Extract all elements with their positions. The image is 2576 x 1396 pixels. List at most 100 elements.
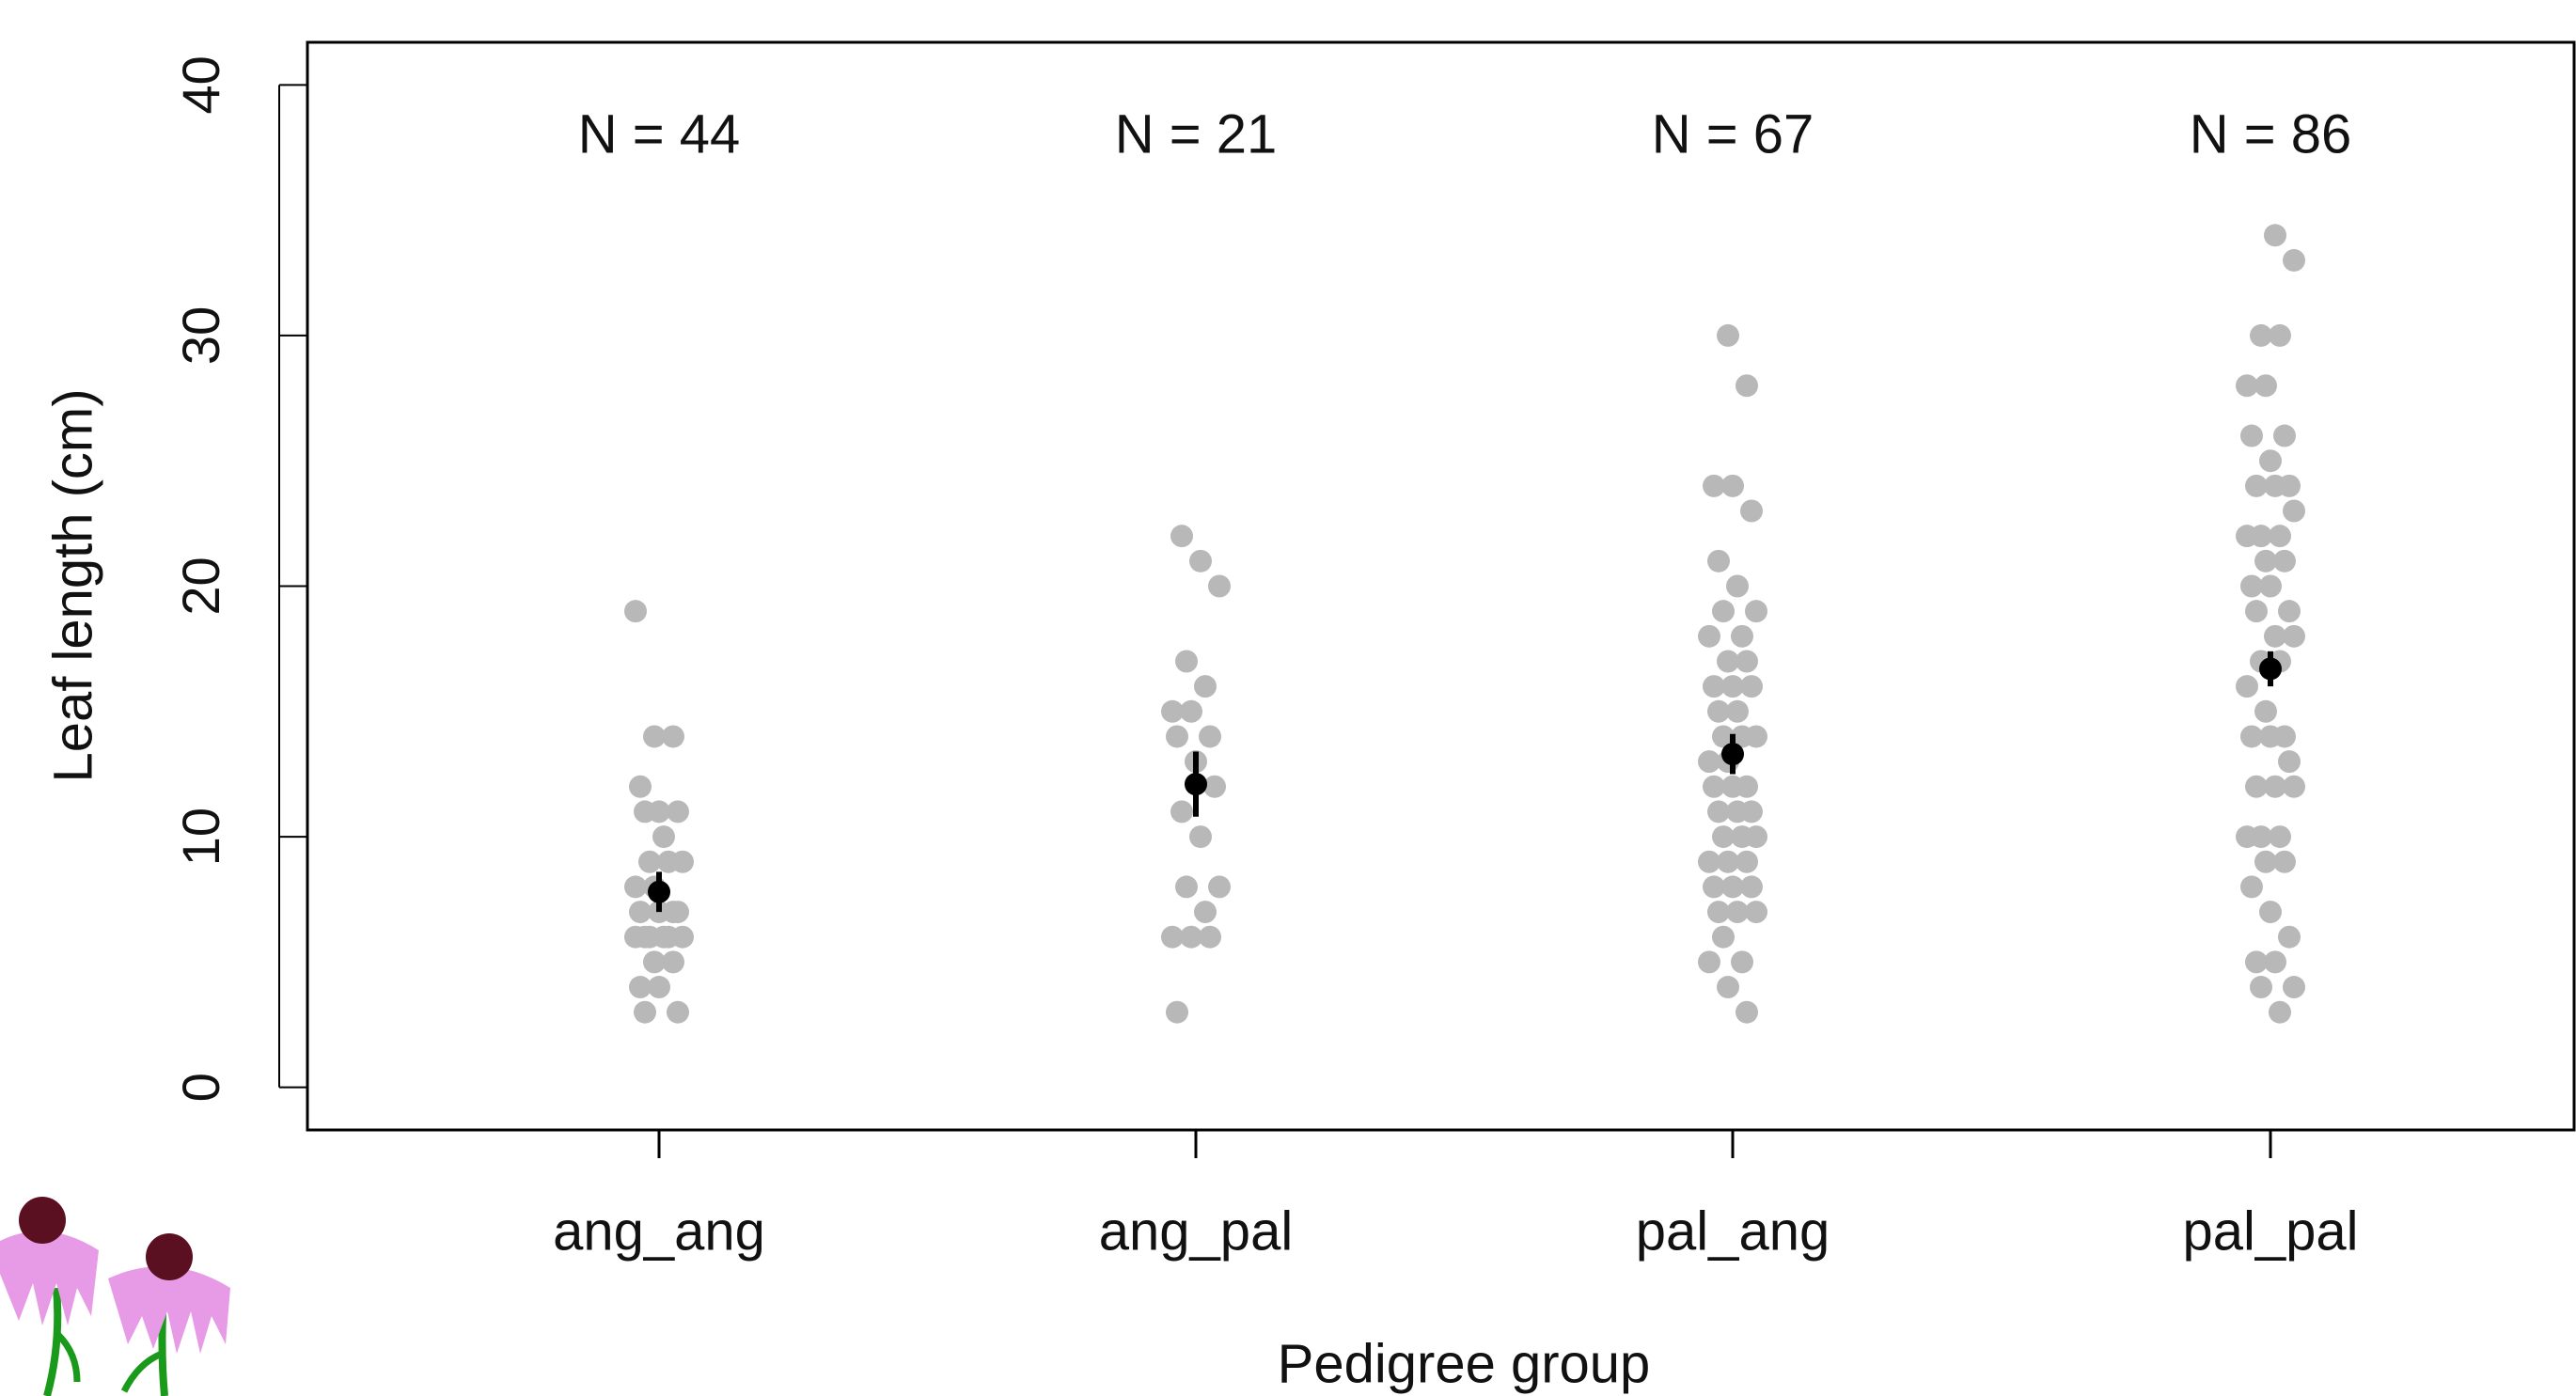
- y-tick-label: 40: [171, 55, 230, 114]
- data-point: [2283, 976, 2305, 999]
- data-point: [643, 950, 666, 974]
- data-point: [2236, 374, 2258, 398]
- data-point: [2264, 474, 2286, 497]
- x-tick-label: ang_pal: [1099, 1200, 1293, 1262]
- data-point: [1736, 1000, 1758, 1024]
- data-point: [1208, 875, 1231, 899]
- data-point: [2259, 901, 2282, 924]
- y-tick-label: 0: [171, 1073, 230, 1102]
- mean-point: [648, 880, 670, 903]
- data-point: [2245, 775, 2268, 798]
- data-point: [1175, 650, 1198, 673]
- data-point: [2254, 374, 2277, 398]
- data-point: [2269, 323, 2291, 347]
- data-point: [667, 1000, 689, 1024]
- data-point: [1161, 699, 1184, 723]
- data-point: [1194, 675, 1217, 698]
- data-point: [657, 925, 680, 949]
- data-point: [1745, 901, 1767, 924]
- data-point: [1707, 549, 1730, 573]
- data-point: [629, 775, 652, 798]
- y-axis-label: Leaf length (cm): [42, 388, 103, 782]
- data-point: [2283, 775, 2305, 798]
- data-point: [1740, 675, 1763, 698]
- data-point: [2264, 775, 2286, 798]
- data-point: [1717, 850, 1739, 873]
- data-point: [1721, 875, 1744, 899]
- data-point: [1703, 675, 1725, 698]
- data-point: [2278, 600, 2301, 623]
- data-point: [2283, 499, 2305, 523]
- data-point: [1726, 699, 1749, 723]
- data-point: [2283, 624, 2305, 648]
- data-point: [2269, 525, 2291, 548]
- data-point: [2240, 424, 2263, 447]
- data-point: [1721, 775, 1744, 798]
- n-annotation: N = 44: [578, 103, 741, 165]
- data-point: [2254, 699, 2277, 723]
- data-point: [1712, 825, 1735, 849]
- n-annotation: N = 67: [1652, 103, 1814, 165]
- data-point: [1712, 600, 1735, 623]
- data-point: [1712, 925, 1735, 949]
- data-point: [1180, 925, 1202, 949]
- data-point: [1726, 901, 1749, 924]
- data-point: [2236, 825, 2258, 849]
- data-point: [1707, 699, 1730, 723]
- data-point: [1726, 800, 1749, 823]
- n-annotation: N = 21: [1115, 103, 1278, 165]
- data-point: [1698, 850, 1720, 873]
- data-point: [2273, 850, 2296, 873]
- data-point: [1707, 800, 1730, 823]
- data-point: [1717, 323, 1739, 347]
- data-point: [2264, 224, 2286, 247]
- data-point: [1740, 875, 1763, 899]
- data-point: [2250, 323, 2272, 347]
- data-point: [634, 1000, 656, 1024]
- data-point: [1698, 624, 1720, 648]
- data-point: [1731, 825, 1753, 849]
- data-point: [2240, 875, 2263, 899]
- data-point: [1189, 825, 1212, 849]
- y-tick-label: 30: [171, 306, 230, 365]
- data-point: [2240, 574, 2263, 598]
- data-point: [662, 725, 684, 748]
- data-point: [2254, 549, 2277, 573]
- data-point: [1194, 901, 1217, 924]
- data-point: [2264, 624, 2286, 648]
- data-point: [2236, 525, 2258, 548]
- data-point: [2273, 549, 2296, 573]
- data-point: [2250, 976, 2272, 999]
- data-point: [667, 800, 689, 823]
- data-point: [1731, 950, 1753, 974]
- data-point: [2245, 600, 2268, 623]
- data-point: [2259, 574, 2282, 598]
- data-point: [1170, 800, 1193, 823]
- y-tick-label: 20: [171, 557, 230, 615]
- data-point: [1203, 775, 1226, 798]
- data-point: [2283, 248, 2305, 272]
- data-point: [2269, 1000, 2291, 1024]
- data-point: [1208, 574, 1231, 598]
- data-point: [1731, 725, 1753, 748]
- data-point: [1717, 650, 1739, 673]
- data-point: [1166, 1000, 1188, 1024]
- data-point: [1721, 675, 1744, 698]
- data-point: [2240, 725, 2263, 748]
- data-point: [1736, 650, 1758, 673]
- y-tick-label: 10: [171, 808, 230, 866]
- data-point: [629, 901, 652, 924]
- data-point: [624, 600, 647, 623]
- data-point: [629, 976, 652, 999]
- data-point: [1161, 925, 1184, 949]
- x-tick-label: pal_ang: [1636, 1200, 1830, 1262]
- data-point: [1745, 600, 1767, 623]
- data-point: [1703, 875, 1725, 899]
- data-point: [624, 875, 647, 899]
- data-point: [2245, 474, 2268, 497]
- data-point: [2273, 424, 2296, 447]
- data-point: [1166, 725, 1188, 748]
- data-point: [1189, 549, 1212, 573]
